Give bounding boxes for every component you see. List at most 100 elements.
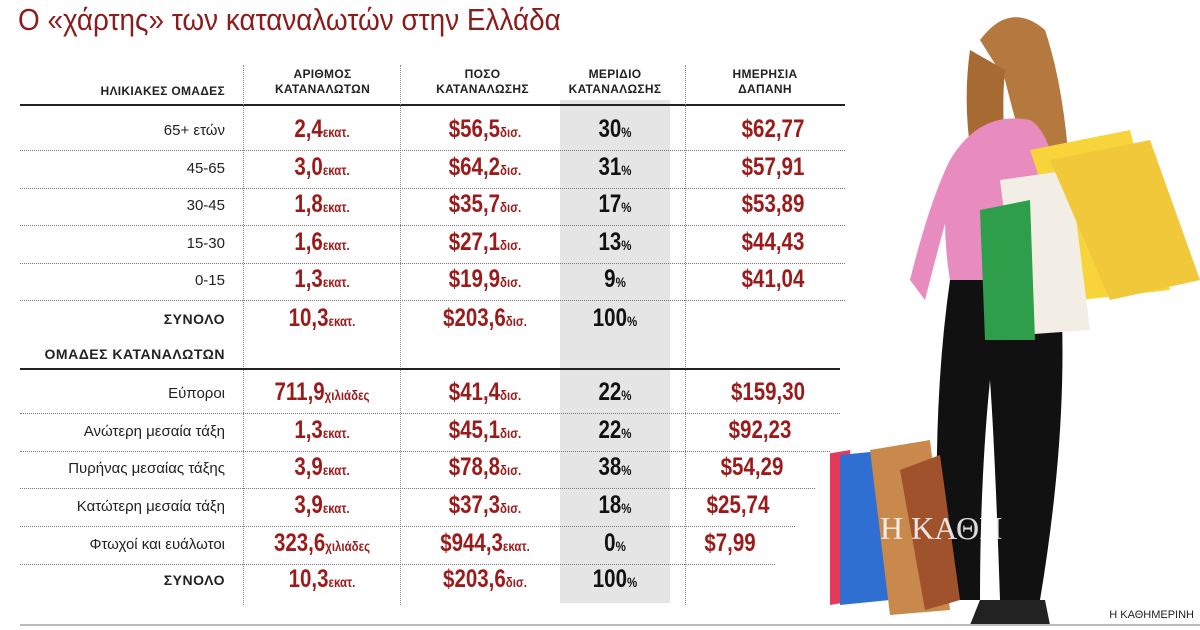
cell-value: 31 [598, 153, 622, 181]
column-divider [243, 65, 244, 605]
footer-line [20, 624, 1200, 626]
daily-value: $62,77 [741, 115, 805, 143]
column-header: ΗΜΕΡΗΣΙΑ ΔΑΠΑΝΗ [690, 67, 840, 97]
consumers: 1,8εκατ. [240, 190, 404, 219]
cell-unit: δισ. [505, 574, 527, 590]
share: 38% [533, 453, 697, 482]
cell-unit: εκατ. [322, 162, 350, 178]
daily: $53,89 [691, 190, 855, 219]
row-separator [20, 564, 775, 565]
row-separator [20, 413, 840, 414]
row-label: Φτωχοί και ευάλωτοι [89, 536, 225, 553]
cell-value: $41,4 [448, 378, 501, 406]
cell-value: 30 [598, 115, 622, 143]
share: 30% [533, 115, 697, 144]
column-header: ΜΕΡΙΔΙΟ ΚΑΤΑΝΑΛΩΣΗΣ [562, 67, 668, 97]
cell-unit: εκατ. [322, 199, 350, 215]
cell-unit: χιλιάδες [325, 538, 371, 554]
cell-unit: % [621, 162, 632, 178]
row-separator [20, 150, 845, 151]
cell-unit: εκατ. [328, 313, 356, 329]
header-line: ΠΟΣΟ [464, 67, 501, 81]
cell-value: 10,3 [288, 565, 329, 593]
section-rule [20, 368, 840, 370]
cell-value: 2,4 [294, 115, 323, 143]
column-divider [685, 65, 686, 605]
row-label: 15-30 [186, 235, 225, 252]
cell-value: $64,2 [448, 153, 501, 181]
cell-value: $203,6 [443, 565, 506, 593]
row-label: Πυρήνας μεσαίας τάξης [68, 460, 225, 477]
cell-value: 711,9 [274, 378, 325, 406]
column-header: ΗΛΙΚΙΑΚΕΣ ΟΜΑΔΕΣ [20, 84, 225, 99]
cell-unit: εκατ. [328, 574, 356, 590]
row-label: 30-45 [186, 197, 225, 214]
row-label: 0-15 [194, 272, 225, 289]
share: 13% [533, 228, 697, 257]
cell-value: 1,3 [294, 265, 323, 293]
share: 22% [533, 416, 697, 445]
cell-unit: % [626, 313, 638, 329]
cell-value: $35,7 [448, 190, 501, 218]
consumers: 10,3εκατ. [240, 565, 404, 594]
cell-unit: δισ. [500, 199, 522, 215]
cell-value: $56,5 [448, 115, 501, 143]
cell-unit: % [615, 274, 626, 290]
row-separator [20, 225, 845, 226]
consumers: 3,9εκατ. [240, 453, 404, 482]
column-header: ΑΡΙΘΜΟΣ ΚΑΤΑΝΑΛΩΤΩΝ [245, 67, 400, 97]
cell-unit: % [621, 199, 632, 215]
cell-value: 3,9 [294, 453, 323, 481]
consumers: 2,4εκατ. [240, 115, 404, 144]
consumers: 1,3εκατ. [240, 416, 404, 445]
row-label: Κατώτερη μεσαία τάξη [76, 498, 225, 515]
cell-value: 100 [592, 565, 627, 593]
header-line: ΚΑΤΑΝΑΛΩΣΗΣ [436, 82, 529, 96]
share: 31% [533, 153, 697, 182]
row-label: 45-65 [186, 160, 225, 177]
cell-value: 0 [604, 529, 616, 557]
cell-value: 1,3 [294, 416, 323, 444]
cell-unit: εκατ. [322, 237, 350, 253]
cell-value: 9 [604, 265, 616, 293]
cell-value: 3,9 [294, 491, 323, 519]
daily-value: $57,91 [741, 153, 805, 181]
cell-unit: εκατ. [322, 425, 350, 441]
header-line: ΗΛΙΚΙΑΚΕΣ ΟΜΑΔΕΣ [100, 84, 225, 98]
daily: $7,99 [648, 529, 812, 558]
cell-value: $27,1 [448, 228, 501, 256]
consumers: 3,9εκατ. [240, 491, 404, 520]
share: 17% [533, 190, 697, 219]
header-line: ΚΑΤΑΝΑΛΩΣΗΣ [568, 82, 662, 96]
daily: $57,91 [691, 153, 855, 182]
watermark: Η ΚΑΘΗ [880, 510, 1003, 546]
amount: $19,9δισ. [403, 265, 567, 294]
cell-value: 18 [598, 491, 622, 519]
share-column-bg [560, 100, 670, 603]
header-rule [20, 104, 845, 106]
row-separator [20, 488, 815, 489]
row-separator [20, 451, 830, 452]
share: 22% [533, 378, 697, 407]
daily: $159,30 [686, 378, 850, 407]
cell-value: $37,3 [448, 491, 501, 519]
cell-value: $944,3 [440, 529, 503, 557]
amount: $37,3δισ. [403, 491, 567, 520]
row-label: ΣΥΝΟΛΟ [163, 311, 225, 327]
cell-unit: % [621, 500, 632, 516]
consumers: 3,0εκατ. [240, 153, 404, 182]
shopper-illustration [830, 17, 1200, 625]
cell-unit: δισ. [500, 237, 522, 253]
cell-value: 3,0 [294, 153, 323, 181]
cell-unit: % [621, 462, 632, 478]
share: 9% [533, 265, 697, 294]
consumers: 323,6χιλιάδες [240, 529, 404, 558]
cell-unit: δισ. [500, 162, 522, 178]
cell-unit: % [621, 124, 632, 140]
cell-unit: εκατ. [322, 500, 350, 516]
cell-value: 13 [598, 228, 622, 256]
cell-unit: δισ. [500, 387, 522, 403]
daily-value: $7,99 [704, 529, 756, 557]
row-label: 65+ ετών [163, 122, 225, 139]
